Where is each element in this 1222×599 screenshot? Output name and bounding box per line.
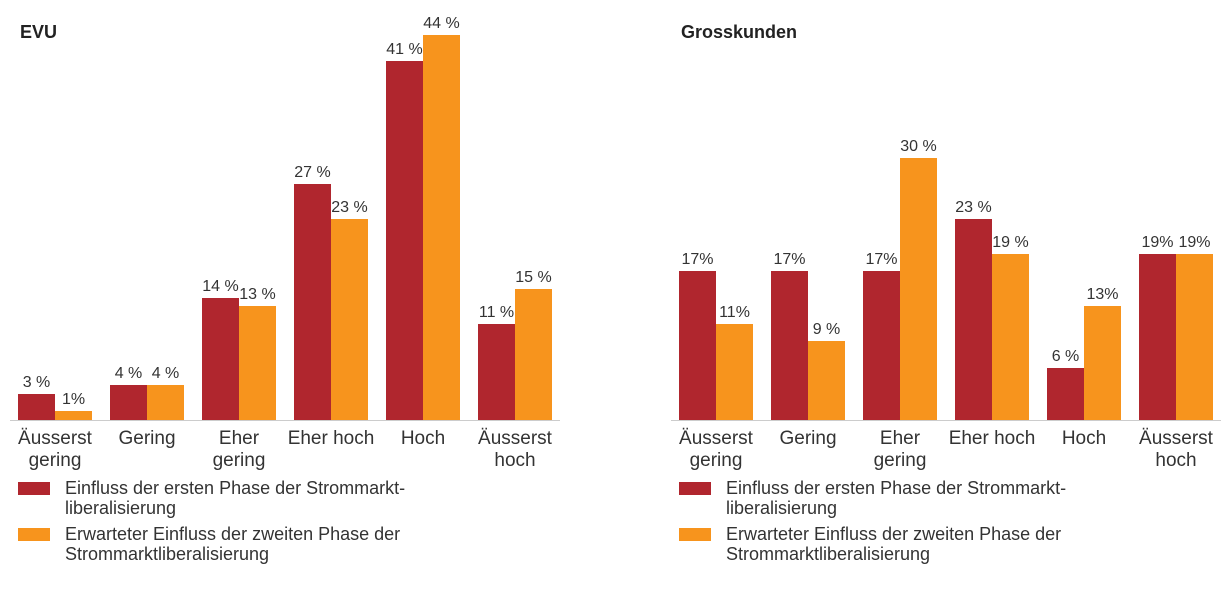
value-label: 19% <box>1178 233 1211 251</box>
bar <box>55 411 92 420</box>
value-label: 44 % <box>423 15 460 32</box>
bar <box>110 385 147 420</box>
value-label: 30 % <box>900 137 937 155</box>
value-label: 19 % <box>992 233 1029 251</box>
value-label: 3 % <box>22 373 51 391</box>
legend-label: Einfluss der ersten Phase der Strommarkt… <box>65 478 406 518</box>
bar <box>202 297 239 420</box>
x-tick-label: Äusserst hoch <box>1139 428 1213 471</box>
x-tick-label: Hoch <box>1061 428 1107 449</box>
bar <box>1176 253 1213 420</box>
bar <box>147 385 184 420</box>
x-tick-label: Eher hoch <box>287 428 375 449</box>
chart: EVU Äusserst gering 3 % 1% Gering 4 % 4 % Eher … <box>0 0 560 599</box>
chart: Grosskunden Äusserst gering 17% 11% Gering 17… <box>661 0 1221 599</box>
value-label: 13% <box>1086 286 1119 304</box>
legend-label: Erwarteter Einfluss der zweiten Phase de… <box>726 524 1062 564</box>
x-tick-label: Äusserst gering <box>18 428 92 471</box>
x-tick-label: Eher gering <box>873 428 927 471</box>
x-tick-label: Hoch <box>400 428 446 449</box>
value-label: 9 % <box>812 321 841 339</box>
value-label: 27 % <box>294 163 331 181</box>
bar <box>331 218 368 420</box>
value-label: 4 % <box>151 365 180 382</box>
value-label: 15 % <box>515 268 552 286</box>
bar <box>992 253 1029 420</box>
x-tick-label: Gering <box>779 428 837 449</box>
bar <box>955 218 992 420</box>
bar <box>900 157 937 420</box>
bar <box>716 323 753 420</box>
bar <box>423 35 460 420</box>
baseline <box>671 420 1221 421</box>
bar <box>386 61 423 420</box>
bar <box>771 271 808 420</box>
bar <box>478 323 515 420</box>
value-label: 41 % <box>386 41 423 59</box>
legend-swatch <box>679 528 711 541</box>
value-label: 4 % <box>114 365 143 382</box>
value-label: 6 % <box>1051 347 1080 365</box>
bar <box>294 183 331 420</box>
legend-swatch <box>18 482 50 495</box>
chart-title: Grosskunden <box>681 22 798 42</box>
value-label: 11% <box>719 303 750 321</box>
bar <box>808 341 845 420</box>
bar <box>1139 253 1176 420</box>
legend-label: Einfluss der ersten Phase der Strommarkt… <box>726 478 1067 518</box>
legend-swatch <box>18 528 50 541</box>
baseline <box>10 420 560 421</box>
bar <box>1047 367 1084 420</box>
value-label: 19% <box>1141 233 1174 251</box>
x-tick-label: Äusserst gering <box>679 428 753 471</box>
legend-swatch <box>679 482 711 495</box>
bar <box>679 271 716 420</box>
x-tick-label: Äusserst hoch <box>478 428 552 471</box>
x-tick-label: Eher hoch <box>948 428 1036 449</box>
value-label: 17% <box>865 251 898 269</box>
chart-title: EVU <box>20 22 58 42</box>
bar <box>863 271 900 420</box>
bar <box>18 393 55 420</box>
x-tick-label: Gering <box>118 428 176 449</box>
bar <box>239 306 276 420</box>
legend-label: Erwarteter Einfluss der zweiten Phase de… <box>65 524 401 564</box>
value-label: 14 % <box>202 277 239 295</box>
value-label: 23 % <box>331 198 368 216</box>
value-label: 17% <box>681 251 714 269</box>
x-tick-label: Eher gering <box>212 428 266 471</box>
value-label: 11 % <box>478 303 515 321</box>
bar <box>1084 306 1121 420</box>
value-label: 1% <box>61 391 86 409</box>
value-label: 23 % <box>955 198 992 216</box>
value-label: 17% <box>773 251 806 269</box>
value-label: 13 % <box>239 286 276 304</box>
bar <box>515 288 552 420</box>
